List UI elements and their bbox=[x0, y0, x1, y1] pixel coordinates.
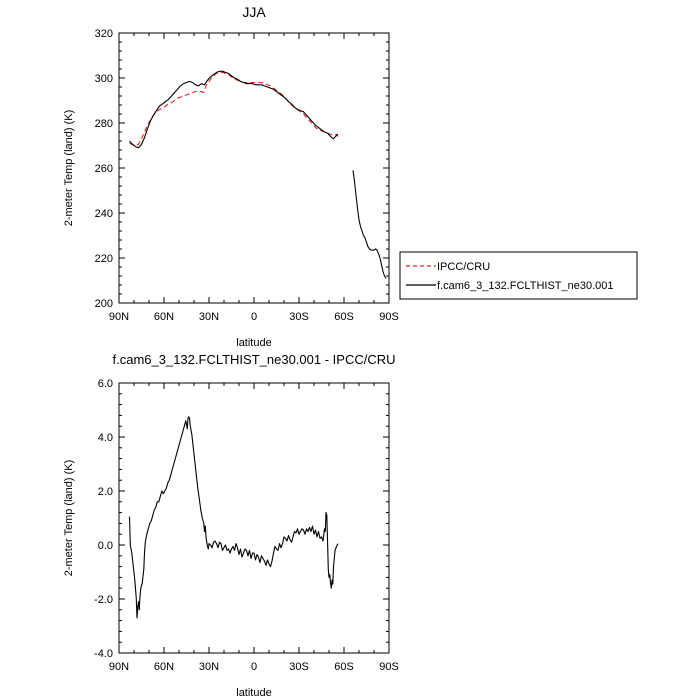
bottom-y-tick-label: 0.0 bbox=[98, 540, 113, 552]
bottom-chart-title: f.cam6_3_132.FCLTHIST_ne30.001 - IPCC/CR… bbox=[113, 352, 396, 367]
top-y-tick-label: 280 bbox=[95, 118, 113, 130]
top-series-1-line-segment-1 bbox=[352, 170, 387, 279]
top-y-tick-label: 260 bbox=[95, 163, 113, 175]
top-x-tick-label: 0 bbox=[251, 311, 257, 323]
bottom-chart-x-label: latitude bbox=[236, 687, 271, 699]
legend-box bbox=[399, 251, 638, 300]
top-y-tick-label: 240 bbox=[95, 208, 113, 220]
bottom-x-tick-label: 60S bbox=[334, 661, 354, 673]
top-chart-title: JJA bbox=[242, 4, 266, 20]
top-x-tick-label: 60N bbox=[154, 311, 174, 323]
top-chart-legend: IPCC/CRU f.cam6_3_132.FCLTHIST_ne30.001 bbox=[399, 251, 638, 300]
bottom-x-tick-label: 60N bbox=[154, 661, 174, 673]
top-chart-x-label: latitude bbox=[236, 337, 271, 349]
bottom-y-tick-label: 2.0 bbox=[98, 486, 113, 498]
bottom-plot-frame bbox=[118, 382, 390, 654]
top-series-0-line bbox=[129, 71, 339, 147]
bottom-series-0-line bbox=[128, 416, 339, 619]
bottom-chart-y-label: 2-meter Temp (land) (K) bbox=[63, 460, 75, 577]
top-chart: JJA 2-meter Temp (land) (K) latitude 90N… bbox=[63, 4, 399, 349]
top-x-tick-label: 90S bbox=[379, 311, 399, 323]
legend-label-ipcc-cru: IPCC/CRU bbox=[437, 261, 490, 273]
top-x-tick-label: 90N bbox=[109, 311, 129, 323]
top-series-1-line-segment-0 bbox=[129, 70, 339, 149]
top-y-tick-label: 320 bbox=[95, 28, 113, 40]
bottom-x-tick-label: 0 bbox=[251, 661, 257, 673]
top-y-tick-label: 220 bbox=[95, 253, 113, 265]
top-chart-y-label: 2-meter Temp (land) (K) bbox=[63, 110, 75, 227]
top-x-tick-label: 60S bbox=[334, 311, 354, 323]
bottom-x-tick-label: 30S bbox=[289, 661, 309, 673]
bottom-x-tick-label: 30N bbox=[199, 661, 219, 673]
top-y-tick-label: 200 bbox=[95, 298, 113, 310]
bottom-y-tick-label: -2.0 bbox=[94, 594, 113, 606]
top-x-tick-label: 30S bbox=[289, 311, 309, 323]
top-x-tick-label: 30N bbox=[199, 311, 219, 323]
bottom-y-tick-label: -4.0 bbox=[94, 648, 113, 660]
legend-label-model: f.cam6_3_132.FCLTHIST_ne30.001 bbox=[437, 280, 614, 292]
top-plot-frame bbox=[118, 32, 390, 304]
bottom-y-tick-label: 6.0 bbox=[98, 378, 113, 390]
bottom-x-tick-label: 90N bbox=[109, 661, 129, 673]
top-y-tick-label: 300 bbox=[95, 73, 113, 85]
bottom-chart: f.cam6_3_132.FCLTHIST_ne30.001 - IPCC/CR… bbox=[63, 352, 399, 699]
bottom-y-tick-label: 4.0 bbox=[98, 432, 113, 444]
bottom-x-tick-label: 90S bbox=[379, 661, 399, 673]
